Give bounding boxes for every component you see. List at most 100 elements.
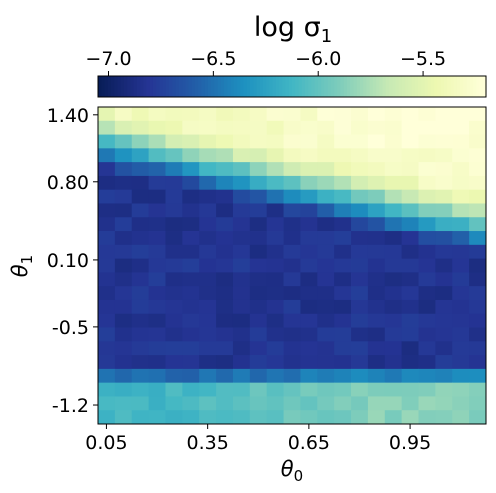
heatmap-cell: [199, 231, 217, 246]
colorbar-segment: [224, 76, 228, 97]
heatmap-cell: [266, 217, 284, 232]
heatmap-cell: [367, 189, 386, 204]
heatmap-cell: [182, 203, 200, 218]
heatmap-cell: [418, 231, 436, 246]
heatmap-cell: [435, 231, 453, 246]
heatmap-cell: [367, 355, 386, 370]
heatmap-cell: [266, 286, 284, 301]
heatmap-cell: [114, 148, 133, 163]
heatmap-cell: [367, 341, 386, 356]
heatmap-cell: [182, 189, 200, 204]
colorbar-segment: [443, 76, 448, 97]
heatmap-cell: [232, 244, 251, 260]
heatmap-cell: [148, 244, 166, 260]
heatmap-cell: [367, 272, 386, 287]
colorbar-segment: [182, 76, 186, 97]
heatmap-cell: [418, 189, 436, 204]
heatmap-cell: [418, 368, 436, 384]
heatmap-cell: [216, 410, 234, 425]
heatmap-cell: [418, 327, 436, 342]
heatmap-cell: [401, 231, 419, 246]
colorbar-segment: [104, 76, 109, 97]
heatmap-cell: [401, 189, 419, 204]
heatmap-cell: [300, 244, 318, 260]
heatmap-cell: [469, 231, 487, 246]
plot-frame: [97, 106, 487, 425]
x-axis-label: θ0: [281, 457, 303, 485]
colorbar-segment: [120, 76, 125, 97]
heatmap-cell: [165, 313, 183, 328]
x-tick-label: 0.95: [389, 432, 431, 454]
colorbar-segment: [123, 76, 128, 97]
heatmap-cell: [401, 148, 419, 163]
heatmap-cell: [351, 396, 369, 411]
heatmap-cell: [182, 258, 200, 273]
colorbar-segment: [408, 76, 413, 97]
heatmap-cell: [249, 410, 268, 425]
colorbar-segment: [295, 76, 300, 97]
colorbar-segment: [340, 76, 345, 97]
heatmap-cell: [232, 231, 251, 246]
colorbar-segment: [427, 76, 432, 97]
heatmap-cell: [165, 203, 183, 218]
heatmap-cell: [114, 382, 133, 397]
colorbar-segment: [389, 76, 393, 97]
heatmap-cell: [469, 355, 487, 370]
colorbar-segment: [456, 76, 461, 97]
heatmap-cell: [334, 382, 352, 397]
heatmap-cell: [283, 203, 301, 218]
heatmap-cell: [317, 189, 335, 204]
colorbar-segment: [308, 76, 312, 97]
colorbar-segment: [401, 76, 406, 97]
heatmap-cell: [283, 313, 301, 328]
heatmap-cell: [435, 313, 453, 328]
heatmap-cell: [216, 272, 234, 287]
heatmap-cell: [300, 355, 318, 370]
heatmap-cell: [469, 175, 487, 191]
heatmap-cell: [418, 341, 436, 356]
colorbar-segment: [292, 76, 296, 97]
heatmap-cell: [401, 286, 419, 301]
heatmap-cell: [367, 231, 386, 246]
colorbar-segment: [314, 76, 319, 97]
heatmap-cell: [283, 327, 301, 342]
heatmap-cell: [131, 203, 150, 218]
heatmap-cell: [182, 231, 200, 246]
heatmap-cell: [199, 272, 217, 287]
heatmap-cell: [334, 148, 352, 163]
colorbar-segment: [324, 76, 329, 97]
heatmap-cell: [232, 120, 251, 135]
heatmap-cell: [249, 231, 268, 246]
heatmap-cell: [351, 272, 369, 287]
colorbar-segment: [188, 76, 193, 97]
colorbar-segment: [159, 76, 164, 97]
heatmap-cell: [114, 355, 133, 370]
y-axis-label-main: θ: [8, 264, 32, 277]
heatmap-cell: [317, 217, 335, 232]
heatmap-cell: [216, 258, 234, 273]
heatmap-cell: [199, 410, 217, 425]
heatmap-cell: [114, 313, 133, 328]
y-tick-label: 0.80: [47, 172, 89, 194]
heatmap-cell: [401, 396, 419, 411]
x-axis-label-main: θ: [281, 457, 294, 481]
heatmap-cell: [300, 217, 318, 232]
heatmap-cell: [182, 272, 200, 287]
y-tick-label: -0.5: [52, 317, 89, 339]
heatmap-cell: [131, 313, 150, 328]
heatmap-cell: [165, 341, 183, 356]
heatmap-cell: [351, 313, 369, 328]
heatmap-cell: [418, 286, 436, 301]
heatmap-cell: [131, 175, 150, 191]
heatmap-cell: [452, 258, 470, 273]
colorbar-segment: [431, 76, 435, 97]
heatmap-cell: [131, 244, 150, 260]
heatmap-cell: [367, 368, 386, 384]
heatmap-cell: [165, 120, 183, 135]
heatmap-cell: [232, 272, 251, 287]
heatmap-cell: [435, 134, 453, 149]
heatmap-cell: [148, 203, 166, 218]
heatmap-cell: [182, 217, 200, 232]
heatmap-cell: [351, 368, 369, 384]
colorbar-segment: [240, 76, 245, 97]
